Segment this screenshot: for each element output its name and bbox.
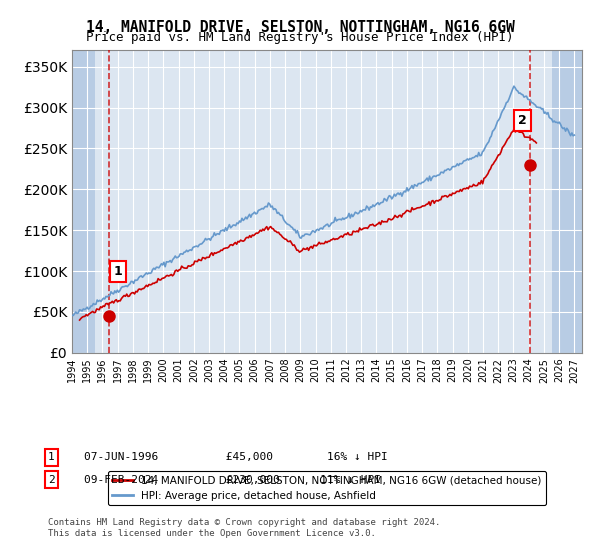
Text: Contains HM Land Registry data © Crown copyright and database right 2024.
This d: Contains HM Land Registry data © Crown c… <box>48 518 440 538</box>
Legend: 14, MANIFOLD DRIVE, SELSTON, NOTTINGHAM, NG16 6GW (detached house), HPI: Average: 14, MANIFOLD DRIVE, SELSTON, NOTTINGHAM,… <box>108 472 546 505</box>
Text: 14, MANIFOLD DRIVE, SELSTON, NOTTINGHAM, NG16 6GW: 14, MANIFOLD DRIVE, SELSTON, NOTTINGHAM,… <box>86 20 514 35</box>
Text: Price paid vs. HM Land Registry's House Price Index (HPI): Price paid vs. HM Land Registry's House … <box>86 31 514 44</box>
Text: 2: 2 <box>518 114 527 127</box>
Text: 09-FEB-2024          £230,000      11% ↓ HPI: 09-FEB-2024 £230,000 11% ↓ HPI <box>84 475 381 485</box>
Bar <box>551 50 582 353</box>
Bar <box>72 50 95 353</box>
Text: 1: 1 <box>48 452 55 463</box>
Text: 07-JUN-1996          £45,000        16% ↓ HPI: 07-JUN-1996 £45,000 16% ↓ HPI <box>84 452 388 463</box>
Text: 2: 2 <box>48 475 55 485</box>
Text: 1: 1 <box>114 265 122 278</box>
